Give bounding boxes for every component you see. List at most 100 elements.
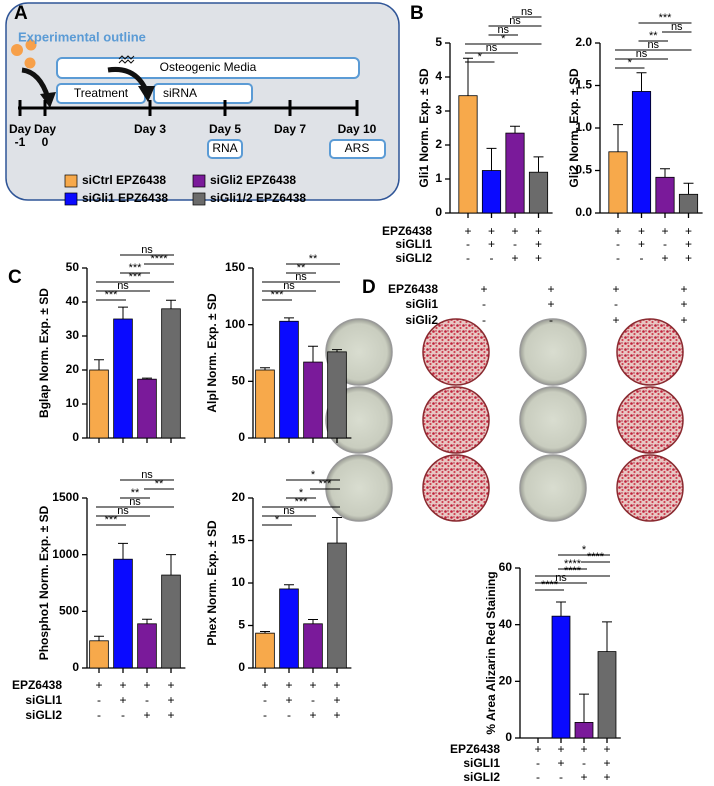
condition-sign: + <box>661 251 668 265</box>
condition-sign: + <box>535 237 542 251</box>
condition-sign: - <box>311 693 315 707</box>
assay-box <box>329 139 386 159</box>
condition-sign: - <box>482 313 486 327</box>
significance-label: ns <box>671 21 683 33</box>
plate <box>616 318 684 386</box>
condition-label: siGLI2 <box>463 770 500 784</box>
squiggle <box>118 55 135 64</box>
condition-sign: + <box>488 224 495 238</box>
bar <box>597 651 617 739</box>
significance-label: * <box>275 514 280 526</box>
condition-sign: + <box>612 313 619 327</box>
significance-label: * <box>628 57 633 69</box>
significance-label: *** <box>129 271 143 283</box>
condition-sign: - <box>121 708 125 722</box>
condition-sign: - <box>663 237 667 251</box>
y-tick-label: 1 <box>435 171 442 185</box>
y-tick-label: 20 <box>66 362 80 376</box>
bar <box>89 640 109 669</box>
condition-sign: + <box>685 224 692 238</box>
y-tick-label: 10 <box>232 575 246 589</box>
y-tick-label: 2.0 <box>575 35 592 49</box>
y-tick-label: 40 <box>499 617 513 631</box>
error-bar <box>332 349 342 352</box>
condition-sign: + <box>480 282 487 296</box>
bar <box>303 361 323 439</box>
y-tick-label: 50 <box>232 374 246 388</box>
condition-sign: - <box>536 756 540 770</box>
significance-label: *** <box>105 289 119 301</box>
condition-sign: + <box>580 742 587 756</box>
condition-sign: + <box>285 678 292 692</box>
error-bar <box>683 182 694 195</box>
error-bar <box>602 621 612 652</box>
day-label: Day 5 <box>209 122 241 136</box>
condition-sign: + <box>547 282 554 296</box>
condition-sign: + <box>167 678 174 692</box>
significance-label: * <box>311 469 316 481</box>
significance-label: * <box>299 487 304 499</box>
error-bar <box>556 601 566 617</box>
error-bar <box>660 168 670 178</box>
y-axis-label: Gli2 Norm. Exp. ± SD <box>567 68 581 188</box>
condition-sign: + <box>603 756 610 770</box>
significance-label: ** <box>309 253 318 265</box>
condition-sign: + <box>285 693 292 707</box>
bar <box>551 615 571 739</box>
condition-sign: + <box>557 756 564 770</box>
assay-box <box>207 139 243 159</box>
significance-label: *** <box>295 496 309 508</box>
significance-label: ns <box>647 39 659 51</box>
bar <box>279 320 299 439</box>
condition-sign: - <box>482 297 486 311</box>
condition-sign: + <box>638 237 645 251</box>
y-tick-label: 3 <box>435 103 442 117</box>
y-tick-label: 150 <box>225 260 245 274</box>
y-axis-label: % Area Alizarin Red Staining <box>484 571 498 734</box>
y-tick-label: 4 <box>435 69 442 83</box>
condition-sign: - <box>97 708 101 722</box>
condition-sign: + <box>143 678 150 692</box>
significance-label: ** <box>649 30 658 42</box>
plate <box>616 454 684 522</box>
error-bar <box>613 124 623 152</box>
cell-icon <box>24 57 36 69</box>
condition-sign: - <box>263 708 267 722</box>
error-bar <box>284 584 294 589</box>
error-bar <box>94 635 104 641</box>
condition-sign: - <box>466 237 470 251</box>
condition-label: siGli1 <box>405 297 438 311</box>
significance-label: ns <box>283 280 295 292</box>
significance-label: *** <box>129 262 143 274</box>
condition-sign: + <box>680 313 687 327</box>
assay-label: ARS <box>345 141 370 155</box>
condition-sign: - <box>145 693 149 707</box>
condition-sign: + <box>547 297 554 311</box>
condition-sign: - <box>466 251 470 265</box>
error-bar <box>332 517 342 544</box>
condition-sign: - <box>559 770 563 784</box>
error-bar <box>118 306 128 319</box>
y-tick-label: 500 <box>59 604 79 618</box>
day-label: Day 10 <box>338 122 377 136</box>
condition-label: EPZ6438 <box>450 742 500 756</box>
error-bar <box>533 156 544 173</box>
error-bar <box>308 619 318 624</box>
condition-sign: + <box>557 742 564 756</box>
y-tick-label: 100 <box>225 317 245 331</box>
y-axis-label: Phex Norm. Exp. ± SD <box>205 520 219 646</box>
legend-swatch <box>192 192 206 206</box>
bar <box>678 193 699 214</box>
condition-sign: + <box>309 678 316 692</box>
error-bar <box>94 359 104 370</box>
condition-sign: - <box>513 237 517 251</box>
error-bar <box>166 554 176 576</box>
condition-label: siGLI2 <box>395 251 432 265</box>
bar <box>458 95 478 214</box>
legend-label: siGli1 EPZ6438 <box>82 191 168 205</box>
cell-icon <box>25 39 37 51</box>
legend-label: siGli2 EPZ6438 <box>210 173 296 187</box>
condition-sign: + <box>603 770 610 784</box>
condition-sign: - <box>616 237 620 251</box>
condition-label: siGLI1 <box>395 237 432 251</box>
